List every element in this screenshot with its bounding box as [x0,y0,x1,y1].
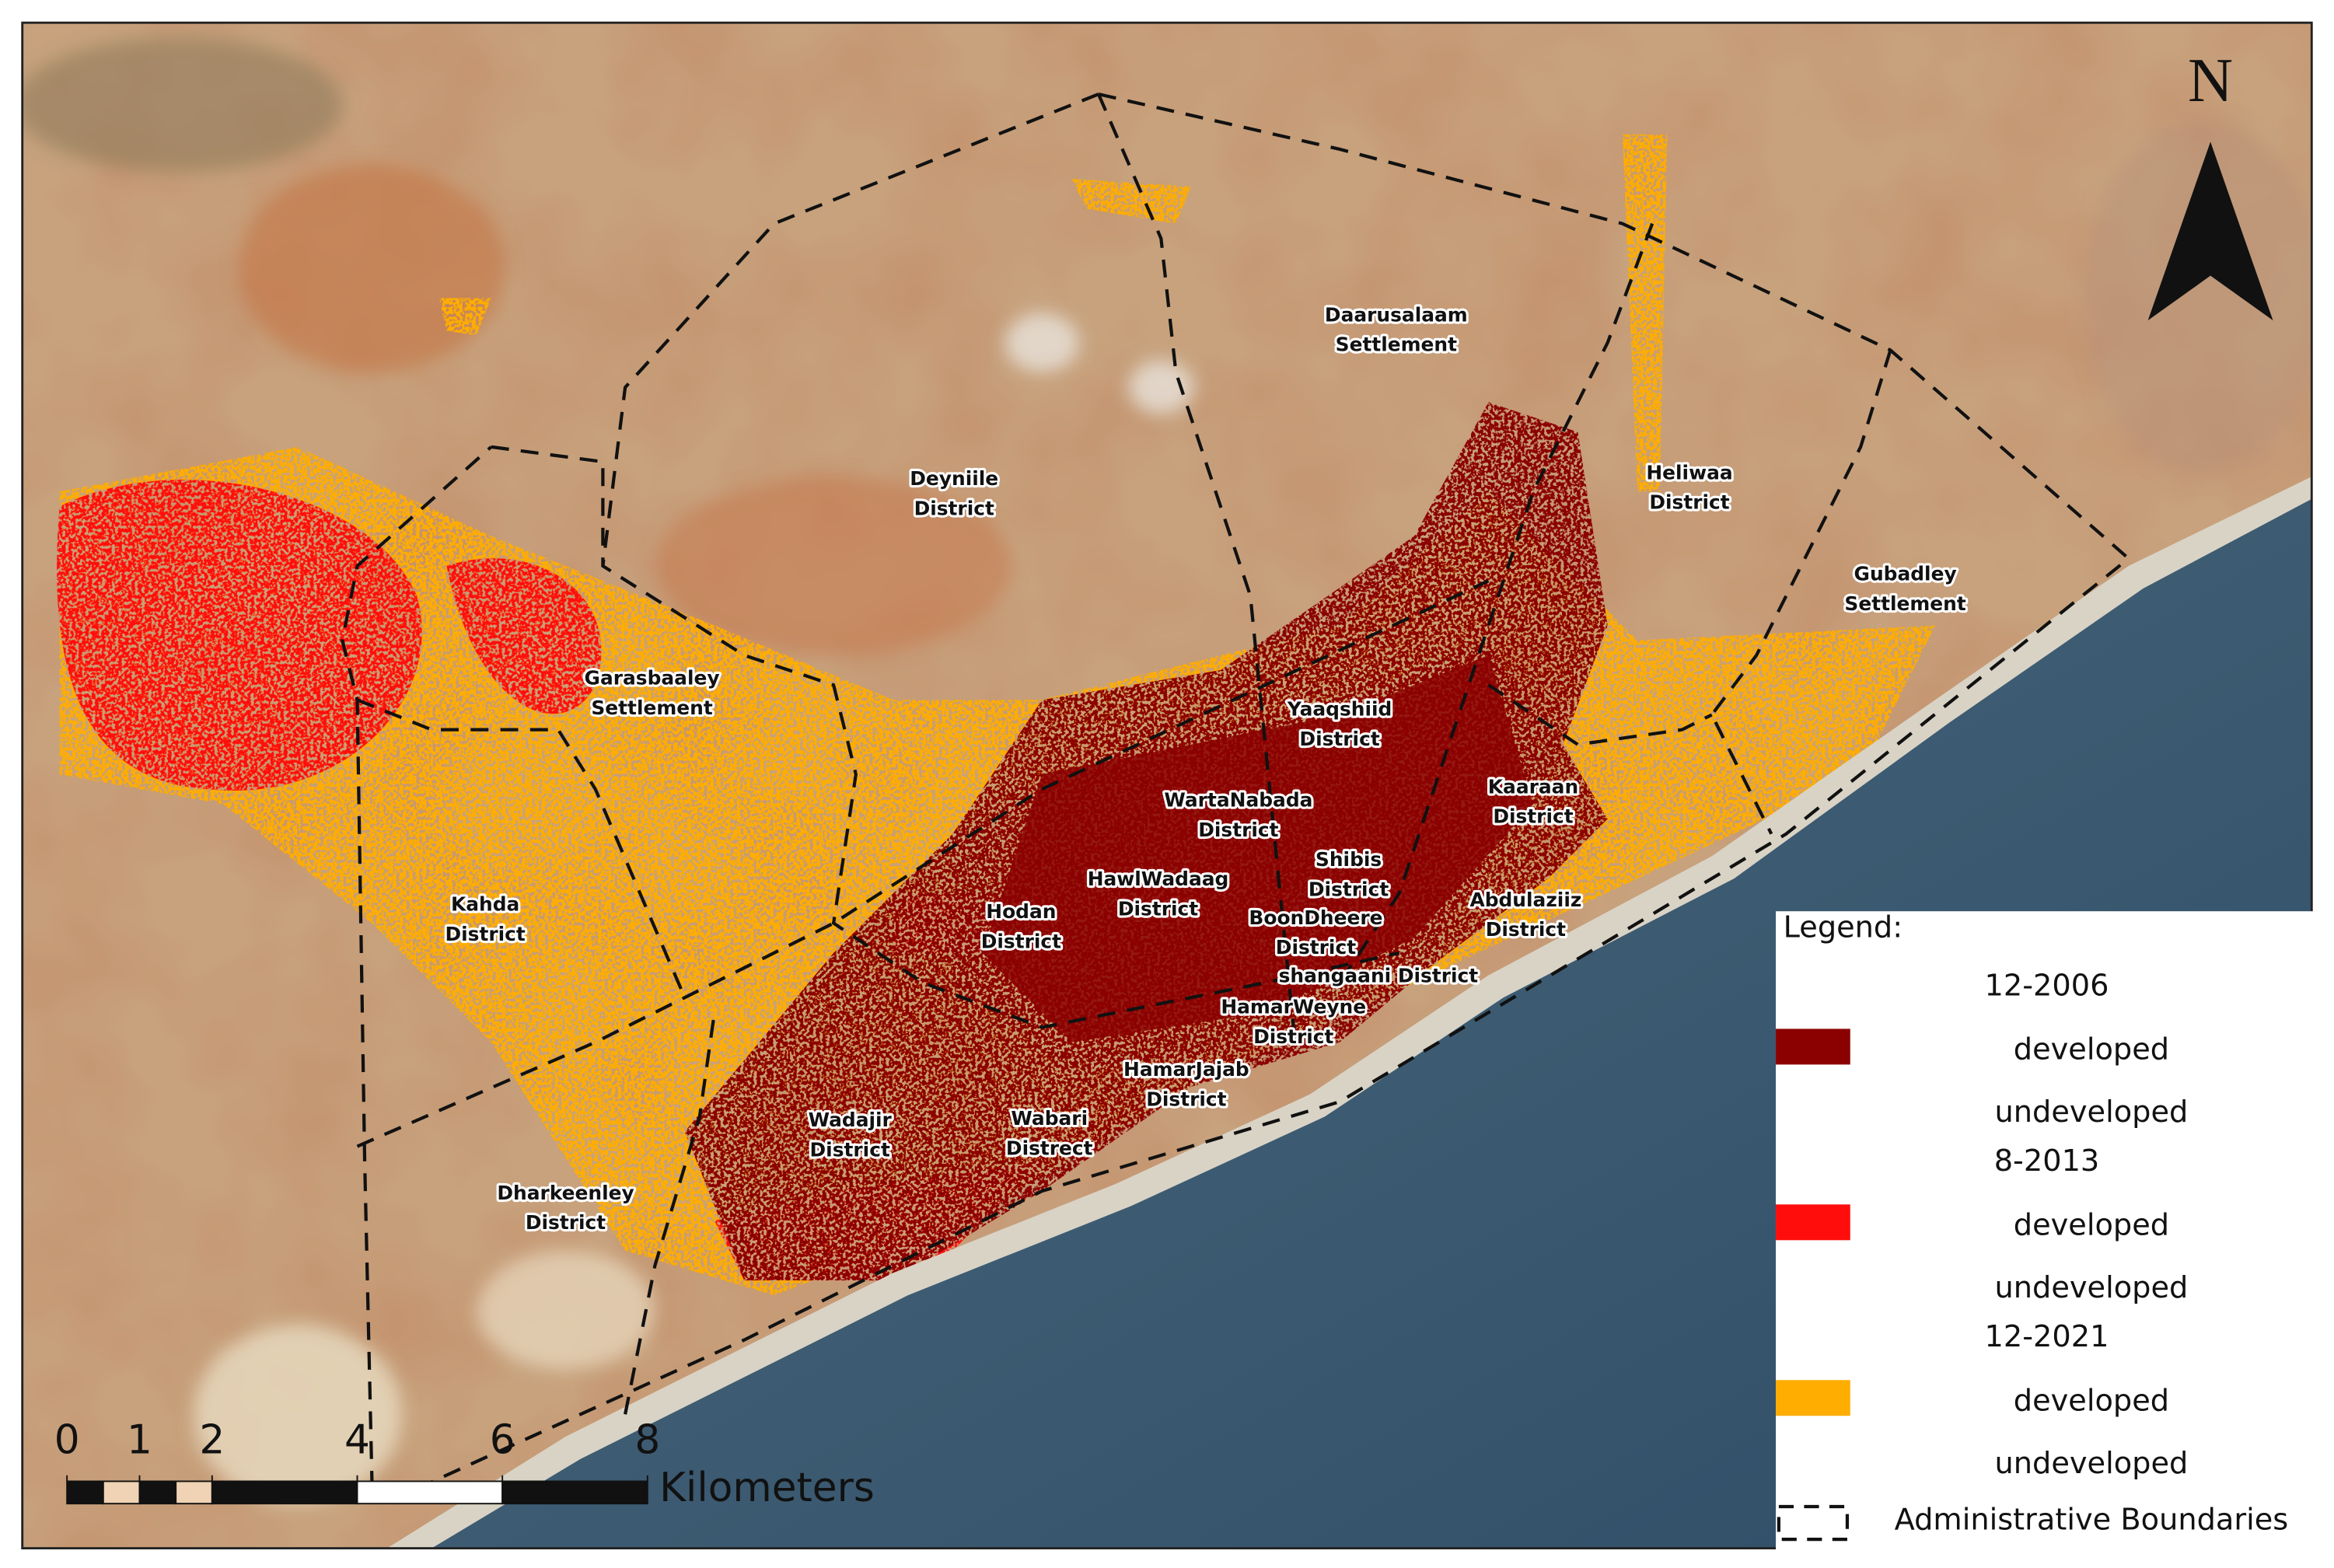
place-labels: Daarusalaam Settlement Deyniile District Hel… [442,301,1969,1236]
legend-developed: developed [2014,1383,2169,1418]
legend-swatch [1776,1028,1850,1065]
place-label: District [1276,936,1356,959]
admin-boundaries [341,93,2130,1490]
place-label: District [981,930,1061,952]
legend-box [1776,911,2334,1568]
scale-tick-label: 6 [490,1417,515,1464]
place-label: Kaaraan [1488,775,1578,798]
scale-tick-label: 4 [344,1417,370,1464]
vegetation [22,37,2312,1504]
place-label: District [1146,1088,1226,1110]
legend-undeveloped: undeveloped [1995,1446,2189,1481]
development-layers [57,134,1935,1296]
place-label: HamarWeyne [1221,996,1366,1018]
legend-period: 12-2021 [1985,1319,2109,1354]
legend-period: 12-2006 [1985,968,2109,1003]
boundary-line [601,93,1099,567]
boundary-line [1098,93,2130,560]
place-label: District [1493,805,1573,828]
boundary-line [1487,683,1713,746]
place-label: District [1118,897,1198,920]
boundary-line [416,557,2130,1490]
place-label: Wadajir [809,1109,893,1131]
boundary-line [341,445,493,1489]
boundary-line [356,579,1490,1148]
place-label: Kahda [451,893,519,916]
place-label: District [1649,491,1729,514]
north-label: N [2188,46,2233,115]
scale-unit: Kilometers [659,1465,875,1511]
place-label: Heliwaa [1646,461,1732,484]
scale-segment [211,1480,358,1505]
legend-developed: developed [2014,1032,2169,1067]
place-label: District [1299,728,1379,750]
boundary-line [1096,93,1297,1042]
place-label: Deyniile [910,467,998,490]
map-frame [21,21,2313,1550]
place-label: Settlement [1844,592,1965,615]
legend-undeveloped: undeveloped [1995,1095,2189,1130]
legend-developed: developed [2014,1208,2169,1243]
north-arrow-shape [2147,141,2273,321]
place-label: Settlement [1336,334,1457,356]
place-label: District [1253,1025,1333,1048]
place-label: District [914,497,994,519]
scale-segment [138,1480,177,1505]
place-label: Garasbaaley [585,667,720,690]
place-label: Settlement [591,697,712,719]
boundary-line [491,445,1400,1029]
development-area [57,480,422,791]
legend-boundary: Administrative Boundaries [1895,1503,2289,1538]
scale-segment [102,1480,141,1505]
scale-segment [501,1480,648,1505]
legend-swatch [1776,1204,1850,1241]
scale-tick-label: 2 [199,1417,225,1464]
boundary-line [1338,222,1654,984]
place-label: Gubadley [1854,563,1957,585]
boundary-line [624,1012,717,1415]
place-label: Yaaqshiid [1287,698,1392,721]
place-label: Distrect [1006,1137,1093,1160]
place-label: HamarJajab [1123,1058,1249,1081]
development-core [982,655,1533,1042]
scale-tick-label: 0 [54,1417,80,1464]
scale-tick-label: 1 [127,1417,152,1464]
place-label: District [445,923,525,945]
development-area [446,558,602,714]
legend: Legend: 12-2006 developed undeveloped 8-2013… [1776,910,2334,1568]
legend-title: Legend: [1784,910,1903,945]
place-label: WartaNabada [1164,789,1312,812]
place-label: Shibis [1315,848,1382,871]
place-label: District [526,1211,606,1234]
legend-period: 8-2013 [1994,1144,2100,1179]
place-label: Abdulaziiz [1469,889,1581,911]
imagery: Daarusalaam Settlement Deyniile District Hel… [22,23,2312,1549]
scale-segment [66,1480,104,1505]
place-label: District [1198,819,1278,841]
north-arrow: N [2147,46,2273,321]
place-label: District [810,1138,890,1161]
boundary-line [1710,349,1892,835]
place-label: District [1309,878,1389,900]
place-label: Hodan [986,900,1056,923]
place-label: Daarusalaam [1325,303,1468,326]
legend-swatch [1776,1380,1850,1416]
place-label: BoonDheere [1249,906,1382,929]
place-label: HawlWadaag [1088,868,1229,890]
scale-segment [356,1480,504,1505]
place-label: shangaani District [1279,964,1479,987]
place-label: District [1486,918,1566,941]
legend-boundary-swatch [1777,1504,1850,1542]
legend-undeveloped: undeveloped [1995,1270,2189,1305]
place-label: Dharkeenley [497,1182,634,1204]
scale-tick-label: 8 [634,1417,660,1464]
scale-segment [175,1480,213,1505]
place-label: Wabari [1011,1107,1088,1130]
